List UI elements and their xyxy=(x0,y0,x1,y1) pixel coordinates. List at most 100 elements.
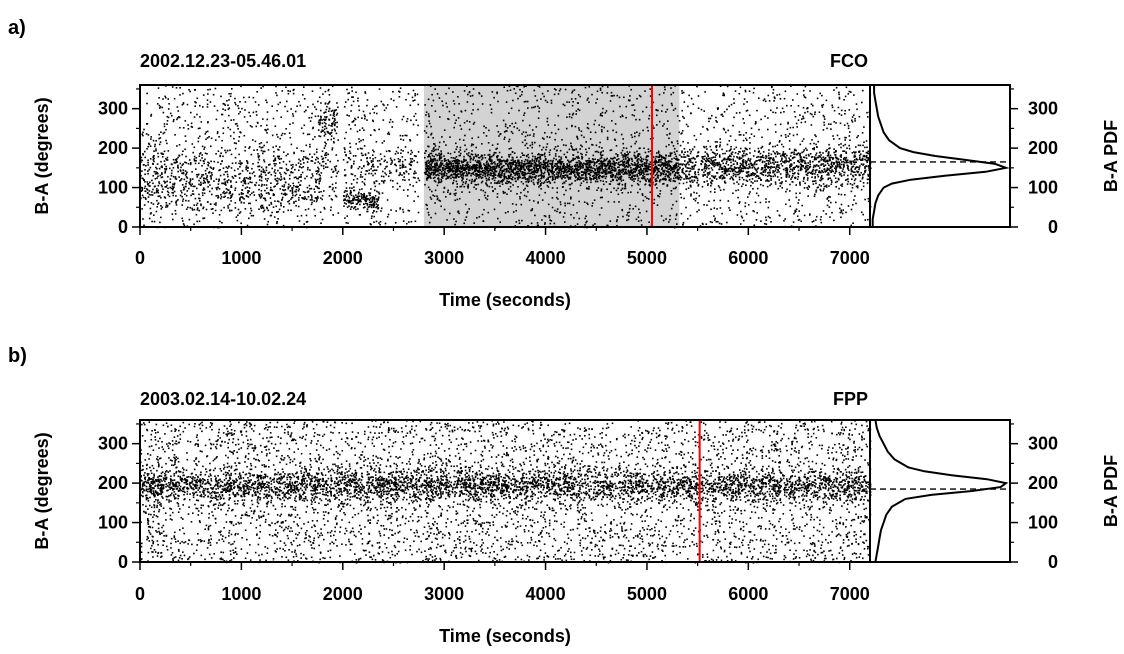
data-point xyxy=(299,194,301,196)
data-point xyxy=(689,214,692,217)
data-point xyxy=(388,121,391,124)
data-point xyxy=(597,159,599,161)
data-point xyxy=(224,181,227,183)
data-point xyxy=(428,161,431,163)
data-point xyxy=(262,150,265,153)
data-point xyxy=(629,165,631,167)
data-point xyxy=(465,148,468,151)
data-point xyxy=(291,188,294,191)
data-point xyxy=(575,113,577,115)
data-point xyxy=(413,172,415,175)
data-point xyxy=(702,223,704,226)
data-point xyxy=(802,115,804,118)
data-point xyxy=(797,119,800,121)
data-point xyxy=(358,214,361,216)
data-point xyxy=(578,160,580,162)
data-point xyxy=(585,160,587,162)
data-point xyxy=(440,162,442,165)
data-point xyxy=(499,174,501,177)
data-point xyxy=(229,210,231,212)
data-point xyxy=(583,201,586,203)
data-point xyxy=(260,125,262,127)
data-point xyxy=(257,165,259,168)
data-point xyxy=(315,173,318,175)
data-point xyxy=(489,158,492,161)
data-point xyxy=(202,160,205,162)
data-point xyxy=(571,114,574,116)
data-point xyxy=(714,217,716,220)
data-point xyxy=(253,149,255,151)
data-point xyxy=(279,172,281,174)
data-point xyxy=(801,204,803,207)
data-point xyxy=(292,171,294,174)
data-point xyxy=(774,111,777,114)
data-point xyxy=(381,192,384,194)
data-point xyxy=(228,114,230,117)
data-point xyxy=(649,178,652,180)
data-point xyxy=(289,185,292,187)
data-point xyxy=(382,103,384,106)
data-point xyxy=(319,87,322,89)
data-point xyxy=(260,142,263,144)
data-point xyxy=(786,168,789,170)
data-point xyxy=(733,116,735,119)
data-point xyxy=(161,156,164,158)
data-point xyxy=(483,194,486,197)
data-point xyxy=(564,88,567,91)
data-point xyxy=(814,177,816,179)
data-point xyxy=(574,98,577,100)
data-point xyxy=(678,163,680,166)
data-point xyxy=(331,183,334,186)
data-point xyxy=(554,169,557,171)
data-point xyxy=(537,153,540,155)
data-point xyxy=(371,200,374,202)
data-point xyxy=(301,197,303,199)
data-point xyxy=(478,175,480,177)
data-point xyxy=(327,139,329,141)
data-point xyxy=(822,103,825,106)
data-point xyxy=(149,166,152,169)
data-point xyxy=(441,136,443,138)
data-point xyxy=(330,135,333,137)
data-point xyxy=(448,175,451,178)
data-point xyxy=(827,151,830,153)
data-point xyxy=(466,172,468,175)
data-point xyxy=(399,185,401,188)
data-point xyxy=(430,216,432,219)
data-point xyxy=(235,162,237,164)
data-point xyxy=(247,196,250,198)
data-point xyxy=(375,203,378,205)
data-point xyxy=(335,114,338,116)
data-point xyxy=(240,85,242,88)
data-point xyxy=(265,99,267,102)
data-point xyxy=(743,122,745,124)
data-point xyxy=(639,180,641,183)
data-point xyxy=(477,171,480,173)
data-point xyxy=(701,185,704,188)
data-point xyxy=(270,186,272,189)
data-point xyxy=(496,196,499,198)
data-point xyxy=(175,202,177,204)
data-point xyxy=(798,161,800,164)
data-point xyxy=(807,185,810,187)
data-point xyxy=(156,206,158,208)
data-point xyxy=(214,87,217,90)
data-point xyxy=(539,185,541,187)
data-point xyxy=(529,165,532,167)
data-point xyxy=(155,210,158,213)
data-point xyxy=(274,125,277,127)
data-point xyxy=(490,108,493,110)
data-point xyxy=(278,155,281,158)
data-point xyxy=(828,147,830,150)
data-point xyxy=(204,152,207,155)
data-point xyxy=(174,158,177,161)
data-point xyxy=(333,190,336,193)
data-point xyxy=(572,154,575,156)
data-point xyxy=(202,189,204,191)
data-point xyxy=(781,143,783,146)
data-point xyxy=(527,156,530,159)
data-point xyxy=(298,158,300,161)
data-point xyxy=(688,94,690,97)
data-point xyxy=(246,160,248,162)
data-point xyxy=(665,218,667,220)
